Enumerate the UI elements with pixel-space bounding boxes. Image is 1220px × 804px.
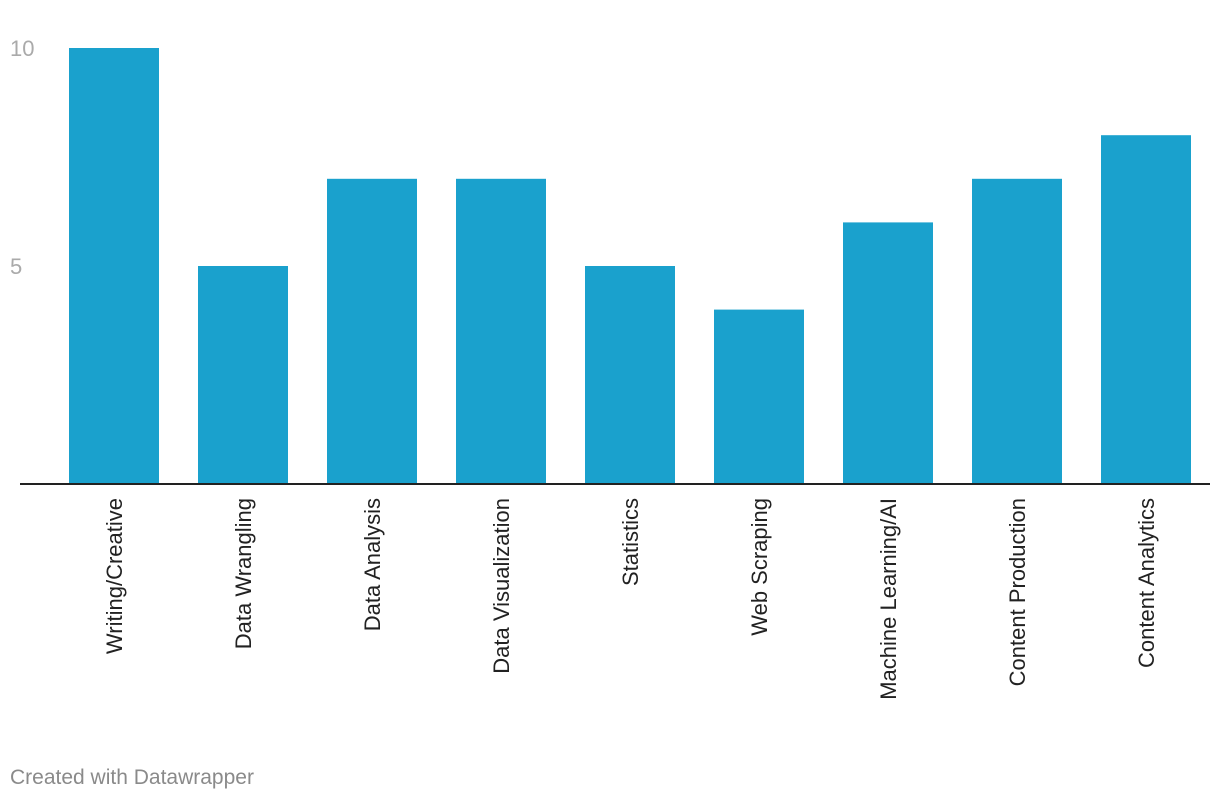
x-category-label: Data Visualization (489, 498, 514, 674)
bar[interactable] (972, 178, 1062, 485)
y-axis-ticks: 5 10 (10, 36, 34, 279)
x-category-label: Statistics (618, 498, 643, 586)
bar[interactable] (585, 266, 675, 484)
bar[interactable] (456, 178, 546, 485)
x-category-label: Content Analytics (1134, 498, 1159, 668)
bar[interactable] (843, 222, 933, 484)
x-category-label: Data Analysis (360, 498, 385, 631)
datawrapper-credit[interactable]: Created with Datawrapper (10, 766, 254, 789)
y-tick-label: 10 (10, 36, 34, 61)
x-category-label: Content Production (1005, 498, 1030, 686)
x-axis-labels: Writing/Creative Data Wrangling Data Analy… (102, 498, 1159, 700)
bar[interactable] (198, 266, 288, 484)
bars (69, 48, 1191, 485)
x-category-label: Data Wrangling (231, 498, 256, 649)
bar[interactable] (1101, 135, 1191, 484)
x-category-label: Web Scraping (747, 498, 772, 636)
bar[interactable] (714, 309, 804, 484)
y-tick-label: 5 (10, 254, 22, 279)
x-category-label: Machine Learning/AI (876, 498, 901, 700)
x-category-label: Writing/Creative (102, 498, 127, 654)
bar[interactable] (327, 178, 417, 485)
bar[interactable] (69, 48, 159, 484)
